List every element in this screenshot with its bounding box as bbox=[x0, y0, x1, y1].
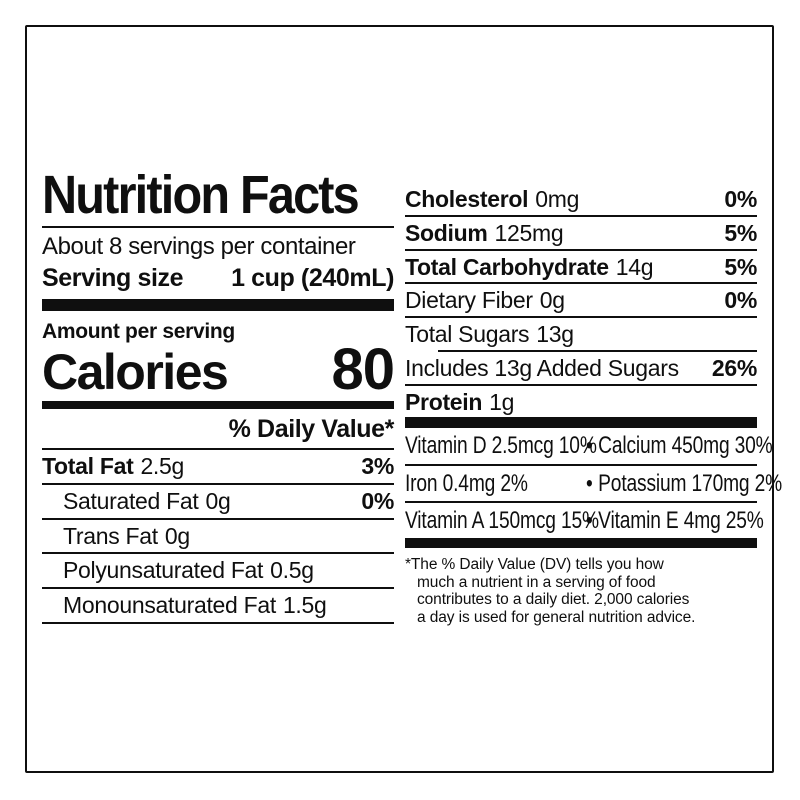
nutrient-name: Protein bbox=[405, 388, 483, 415]
nutrient-name: Trans Fat bbox=[63, 522, 158, 549]
serving-size-value: 1 cup (240mL) bbox=[231, 264, 394, 293]
nutrient-text: Total Carbohydrate 14g bbox=[405, 253, 654, 281]
nutrient-dv: 0% bbox=[724, 287, 757, 314]
nutrient-name: Includes 13g Added Sugars bbox=[405, 354, 679, 381]
calories-label: Calories bbox=[42, 344, 229, 401]
nutrient-dv: 5% bbox=[724, 253, 757, 280]
label-left-column: Nutrition Facts About 8 servings per con… bbox=[42, 165, 395, 624]
nutrient-row-total-sugars: Total Sugars 13g bbox=[405, 318, 757, 350]
micronutrient-left-cell: Vitamin A 150mcg 15% bbox=[405, 507, 599, 534]
nutrient-amount: 0.5g bbox=[270, 557, 314, 584]
micronutrient-left-cell: Vitamin D 2.5mcg 10% bbox=[405, 432, 597, 459]
nutrient-dv: 5% bbox=[724, 219, 757, 246]
micronutrient-row-1: Vitamin D 2.5mcg 10% • Calcium 450mg 30% bbox=[405, 428, 773, 466]
micronutrient-row-2: Iron 0.4mg 2% • Potassium 170mg 2% bbox=[405, 466, 782, 504]
serving-size-label: Serving size bbox=[42, 264, 184, 293]
indented-rule bbox=[438, 349, 757, 352]
nutrient-amount: 1g bbox=[489, 388, 515, 415]
nutrient-dv: 26% bbox=[711, 354, 757, 381]
micronutrient-value: Vitamin A 150mcg 15% bbox=[405, 507, 599, 535]
label-right-column: Cholesterol 0mg 0% Sodium 125mg 5% Total C… bbox=[405, 183, 782, 626]
nutrient-row-sodium: Sodium 125mg 5% bbox=[405, 217, 757, 251]
serving-size-row: Serving size 1 cup (240mL) bbox=[42, 261, 394, 299]
nutrient-row-total-carbohydrate: Total Carbohydrate 14g 5% bbox=[405, 251, 757, 285]
nutrient-dv: 0% bbox=[724, 186, 757, 212]
nutrient-row-polyunsaturated-fat: Polyunsaturated Fat 0.5g bbox=[42, 554, 394, 590]
nutrient-text: Includes 13g Added Sugars bbox=[405, 354, 679, 382]
nutrient-text: Trans Fat 0g bbox=[63, 522, 190, 550]
micronutrient-value: Potassium 170mg 2% bbox=[598, 469, 783, 497]
nutrient-row-trans-fat: Trans Fat 0g bbox=[42, 520, 394, 555]
nutrient-amount: 0g bbox=[205, 487, 231, 514]
nutrient-text: Polyunsaturated Fat 0.5g bbox=[63, 558, 314, 584]
nutrient-amount: 13g bbox=[536, 321, 574, 347]
calories-value: 80 bbox=[331, 337, 395, 403]
thin-rule bbox=[42, 448, 394, 451]
calories-row: Calories 80 bbox=[42, 337, 395, 403]
nutrient-name: Total Fat bbox=[42, 453, 134, 480]
nutrient-text: Sodium 125mg bbox=[405, 219, 564, 247]
nutrient-name: Polyunsaturated Fat bbox=[63, 557, 264, 584]
bullet-separator: • bbox=[586, 469, 593, 497]
nutrient-text: Saturated Fat 0g bbox=[63, 487, 231, 515]
nutrient-name: Dietary Fiber bbox=[405, 287, 533, 314]
title-rule bbox=[42, 226, 394, 229]
thick-divider-bar bbox=[405, 417, 757, 429]
micronutrient-right-cell: • Potassium 170mg 2% bbox=[586, 469, 800, 497]
nutrient-text: Dietary Fiber 0g bbox=[405, 287, 565, 314]
nutrient-amount: 0g bbox=[164, 522, 190, 549]
nutrient-row-monounsaturated-fat: Monounsaturated Fat 1.5g bbox=[42, 589, 394, 624]
nutrient-text: Total Fat 2.5g bbox=[42, 453, 185, 480]
micronutrient-value: Calcium 450mg 30% bbox=[598, 432, 773, 460]
nutrition-facts-title: Nutrition Facts bbox=[42, 165, 360, 225]
nutrient-name: Total Sugars bbox=[405, 321, 530, 347]
amount-per-serving: Amount per serving bbox=[42, 320, 235, 344]
micronutrient-left-cell: Iron 0.4mg 2% bbox=[405, 469, 586, 497]
nutrient-amount: 0g bbox=[539, 287, 565, 314]
nutrient-name: Cholesterol bbox=[405, 186, 529, 212]
nutrient-amount: 2.5g bbox=[140, 453, 185, 480]
footnote-line: a day is used for general nutrition advi… bbox=[417, 608, 696, 626]
nutrient-row-cholesterol: Cholesterol 0mg 0% bbox=[405, 183, 757, 217]
nutrient-row-added-sugars: Includes 13g Added Sugars 26% bbox=[405, 352, 757, 386]
nutrient-name: Total Carbohydrate bbox=[405, 253, 609, 280]
nutrient-row-saturated-fat: Saturated Fat 0g 0% bbox=[42, 485, 394, 520]
micronutrient-value: Vitamin D 2.5mcg 10% bbox=[405, 432, 597, 460]
micronutrient-right-cell: • Calcium 450mg 30% bbox=[586, 433, 800, 459]
daily-value-header: % Daily Value* bbox=[228, 415, 395, 444]
micronutrient-row-3: Vitamin A 150mcg 15% • Vitamin E 4mg 25% bbox=[405, 503, 764, 541]
nutrient-row-total-fat: Total Fat 2.5g 3% bbox=[42, 450, 394, 485]
nutrient-text: Cholesterol 0mg bbox=[405, 186, 580, 213]
thick-divider-bar bbox=[42, 299, 394, 312]
nutrient-dv: 0% bbox=[361, 487, 394, 514]
micronutrient-right-cell: • Vitamin E 4mg 25% bbox=[586, 507, 800, 535]
nutrient-amount: 0mg bbox=[535, 186, 580, 212]
nutrient-text: Monounsaturated Fat 1.5g bbox=[63, 592, 327, 619]
footnote-line: *The % Daily Value (DV) tells you how bbox=[405, 556, 664, 574]
nutrient-text: Total Sugars 13g bbox=[405, 321, 574, 348]
nutrient-dv: 3% bbox=[361, 453, 394, 480]
footnote-line: much a nutrient in a serving of food bbox=[417, 573, 656, 591]
nutrient-row-protein: Protein 1g bbox=[405, 386, 757, 418]
bullet-separator: • bbox=[586, 432, 593, 460]
nutrient-row-dietary-fiber: Dietary Fiber 0g 0% bbox=[405, 284, 757, 318]
nutrient-text: Protein 1g bbox=[405, 388, 515, 416]
micronutrient-value: Iron 0.4mg 2% bbox=[405, 469, 528, 497]
medium-divider-bar bbox=[42, 401, 394, 410]
bullet-separator: • bbox=[586, 507, 593, 535]
footnote-line: contributes to a daily diet. 2,000 calor… bbox=[417, 591, 690, 609]
label-frame: Nutrition Facts About 8 servings per con… bbox=[25, 25, 782, 773]
servings-per-container: About 8 servings per container bbox=[42, 233, 356, 261]
thick-divider-bar bbox=[405, 540, 757, 549]
nutrient-name: Monounsaturated Fat bbox=[63, 592, 276, 619]
nutrient-name: Sodium bbox=[405, 219, 488, 246]
nutrient-name: Saturated Fat bbox=[63, 487, 199, 514]
footnote: *The % Daily Value (DV) tells you how mu… bbox=[405, 548, 757, 626]
nutrient-amount: 14g bbox=[615, 253, 654, 280]
nutrient-amount: 125mg bbox=[494, 219, 564, 246]
micronutrient-value: Vitamin E 4mg 25% bbox=[598, 507, 764, 535]
nutrient-amount: 1.5g bbox=[282, 592, 327, 619]
